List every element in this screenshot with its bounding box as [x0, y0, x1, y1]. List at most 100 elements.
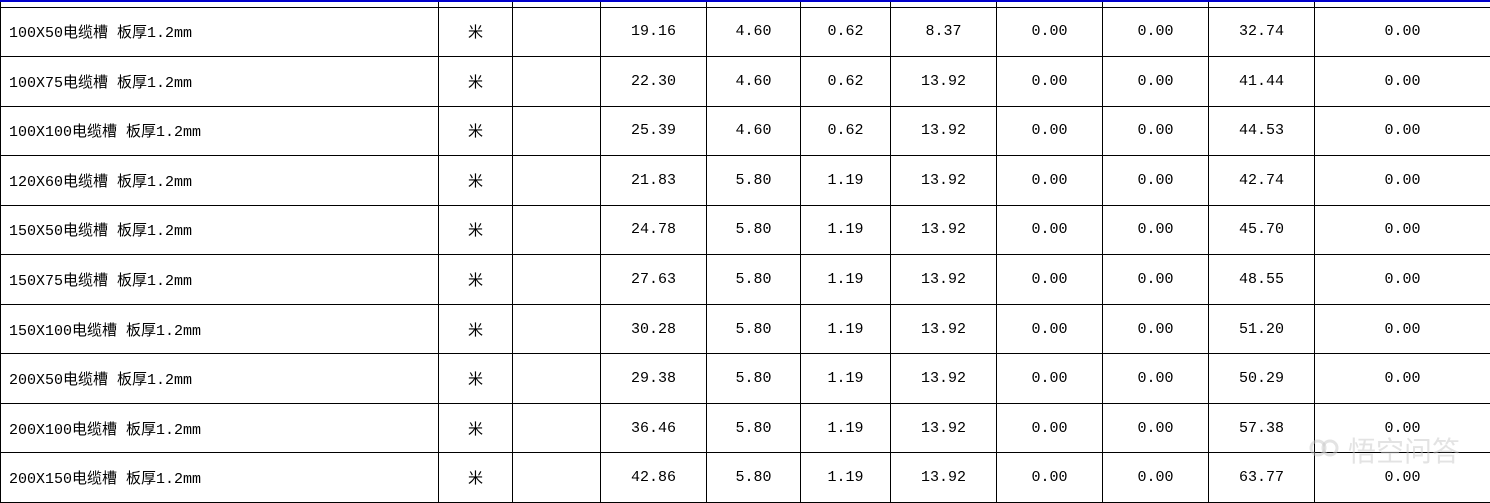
cell-unit: 米	[439, 205, 513, 255]
cell-col7: 13.92	[891, 453, 997, 503]
cell-col3	[513, 106, 601, 156]
cell-description: 200X150电缆槽 板厚1.2mm	[1, 453, 439, 503]
cell-col8: 0.00	[997, 156, 1103, 206]
cell-col4: 27.63	[601, 255, 707, 305]
cell-col4: 42.86	[601, 453, 707, 503]
cell-col11: 0.00	[1315, 453, 1490, 503]
cell-col6: 1.19	[801, 354, 891, 404]
cell-col3	[513, 453, 601, 503]
cell-col5: 5.80	[707, 205, 801, 255]
cell-col8: 0.00	[997, 304, 1103, 354]
cell-col4: 19.16	[601, 7, 707, 57]
cell-col3	[513, 156, 601, 206]
cell-description: 150X50电缆槽 板厚1.2mm	[1, 205, 439, 255]
cable-tray-table: 100X50电缆槽 板厚1.2mm米19.164.600.628.370.000…	[0, 0, 1490, 503]
cell-col7: 13.92	[891, 304, 997, 354]
cell-col11: 0.00	[1315, 304, 1490, 354]
cell-description: 120X60电缆槽 板厚1.2mm	[1, 156, 439, 206]
cell-col8: 0.00	[997, 403, 1103, 453]
cell-col6: 1.19	[801, 205, 891, 255]
cell-col7: 13.92	[891, 403, 997, 453]
cell-col11: 0.00	[1315, 106, 1490, 156]
cell-col8: 0.00	[997, 106, 1103, 156]
cell-col10: 32.74	[1209, 7, 1315, 57]
cell-col5: 5.80	[707, 453, 801, 503]
cell-col10: 45.70	[1209, 205, 1315, 255]
cell-col10: 63.77	[1209, 453, 1315, 503]
cell-col5: 5.80	[707, 255, 801, 305]
cell-col4: 25.39	[601, 106, 707, 156]
cell-col10: 42.74	[1209, 156, 1315, 206]
cell-unit: 米	[439, 453, 513, 503]
cell-col8: 0.00	[997, 354, 1103, 404]
cell-col6: 1.19	[801, 304, 891, 354]
table-row: 100X50电缆槽 板厚1.2mm米19.164.600.628.370.000…	[1, 7, 1490, 57]
cell-col7: 13.92	[891, 106, 997, 156]
cell-col3	[513, 205, 601, 255]
cell-unit: 米	[439, 304, 513, 354]
cell-col6: 1.19	[801, 403, 891, 453]
cell-col11: 0.00	[1315, 403, 1490, 453]
cell-col3	[513, 57, 601, 107]
cell-col4: 30.28	[601, 304, 707, 354]
cell-col10: 57.38	[1209, 403, 1315, 453]
cell-col4: 36.46	[601, 403, 707, 453]
cell-col7: 13.92	[891, 255, 997, 305]
cell-col9: 0.00	[1103, 354, 1209, 404]
table-row: 200X150电缆槽 板厚1.2mm米42.865.801.1913.920.0…	[1, 453, 1490, 503]
cell-col7: 8.37	[891, 7, 997, 57]
cell-col11: 0.00	[1315, 57, 1490, 107]
cell-unit: 米	[439, 7, 513, 57]
cell-col3	[513, 403, 601, 453]
cell-col5: 4.60	[707, 7, 801, 57]
cell-unit: 米	[439, 156, 513, 206]
cell-description: 100X75电缆槽 板厚1.2mm	[1, 57, 439, 107]
cell-col5: 4.60	[707, 57, 801, 107]
cell-col6: 0.62	[801, 57, 891, 107]
cell-col10: 50.29	[1209, 354, 1315, 404]
cell-col4: 21.83	[601, 156, 707, 206]
cell-col3	[513, 304, 601, 354]
cell-col5: 5.80	[707, 403, 801, 453]
cell-unit: 米	[439, 354, 513, 404]
cell-col9: 0.00	[1103, 156, 1209, 206]
table-row: 200X50电缆槽 板厚1.2mm米29.385.801.1913.920.00…	[1, 354, 1490, 404]
cell-description: 150X100电缆槽 板厚1.2mm	[1, 304, 439, 354]
cell-col3	[513, 354, 601, 404]
table-row: 100X100电缆槽 板厚1.2mm米25.394.600.6213.920.0…	[1, 106, 1490, 156]
cell-col7: 13.92	[891, 156, 997, 206]
cell-col6: 1.19	[801, 156, 891, 206]
cell-col3	[513, 255, 601, 305]
cell-col6: 0.62	[801, 106, 891, 156]
cell-col9: 0.00	[1103, 57, 1209, 107]
cell-col9: 0.00	[1103, 403, 1209, 453]
cell-col9: 0.00	[1103, 7, 1209, 57]
cell-col8: 0.00	[997, 453, 1103, 503]
cell-description: 200X100电缆槽 板厚1.2mm	[1, 403, 439, 453]
cell-col10: 48.55	[1209, 255, 1315, 305]
cell-col9: 0.00	[1103, 106, 1209, 156]
cell-col5: 5.80	[707, 156, 801, 206]
cell-unit: 米	[439, 106, 513, 156]
cell-col6: 1.19	[801, 255, 891, 305]
cell-col9: 0.00	[1103, 304, 1209, 354]
cell-col11: 0.00	[1315, 205, 1490, 255]
cell-description: 100X100电缆槽 板厚1.2mm	[1, 106, 439, 156]
cell-unit: 米	[439, 255, 513, 305]
cell-unit: 米	[439, 403, 513, 453]
cell-col4: 29.38	[601, 354, 707, 404]
cell-col7: 13.92	[891, 57, 997, 107]
cell-col6: 0.62	[801, 7, 891, 57]
cell-col10: 44.53	[1209, 106, 1315, 156]
table-row: 200X100电缆槽 板厚1.2mm米36.465.801.1913.920.0…	[1, 403, 1490, 453]
cell-description: 200X50电缆槽 板厚1.2mm	[1, 354, 439, 404]
cell-col7: 13.92	[891, 354, 997, 404]
cell-col3	[513, 7, 601, 57]
cell-col4: 22.30	[601, 57, 707, 107]
cell-col5: 5.80	[707, 304, 801, 354]
cell-col9: 0.00	[1103, 205, 1209, 255]
cell-col10: 41.44	[1209, 57, 1315, 107]
table-row: 150X50电缆槽 板厚1.2mm米24.785.801.1913.920.00…	[1, 205, 1490, 255]
cell-col7: 13.92	[891, 205, 997, 255]
cell-col11: 0.00	[1315, 156, 1490, 206]
